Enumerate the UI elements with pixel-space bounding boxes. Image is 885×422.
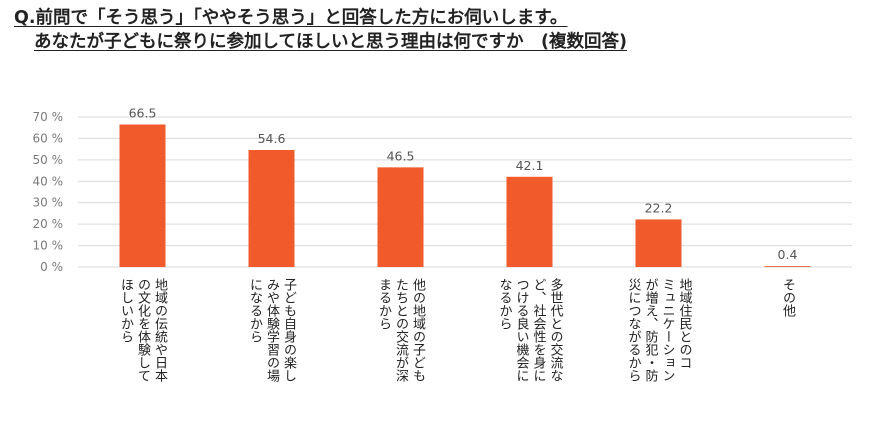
category-label: 他の地域の子ども xyxy=(410,278,426,382)
category-label: ミュニケーション xyxy=(660,278,675,382)
chart-title: Q.前問で「そう思う」「ややそう思う」と回答した方にお伺いします。 あなたが子ど… xyxy=(14,6,874,54)
y-tick-label: 0 % xyxy=(40,260,63,274)
y-tick-label: 70 % xyxy=(33,110,64,124)
y-axis-ticks: 70 % 60 % 50 % 40 % 30 % 20 % 10 % 0 % xyxy=(33,110,64,274)
title-line-1: Q.前問で「そう思う」「ややそう思う」と回答した方にお伺いします。 xyxy=(14,8,568,28)
bar xyxy=(764,266,811,267)
category-label: その他 xyxy=(780,278,796,318)
category-label: 地域住民とのコ xyxy=(677,278,693,369)
data-label: 0.4 xyxy=(778,247,798,262)
y-tick-label: 40 % xyxy=(33,174,64,188)
category-label: まるから xyxy=(376,278,391,330)
category-label: たちとの交流が深 xyxy=(393,278,409,382)
category-label: 地域の伝統や日本 xyxy=(152,278,168,382)
category-label: の文化を体験して xyxy=(135,278,151,382)
bar xyxy=(506,176,553,267)
bar xyxy=(377,167,424,267)
gridlines xyxy=(78,116,852,268)
bar xyxy=(119,124,166,267)
y-tick-label: 30 % xyxy=(33,196,64,210)
y-tick-label: 20 % xyxy=(33,217,64,231)
category-label: なるから xyxy=(497,278,512,330)
category-label: 子ども自身の楽し xyxy=(281,278,297,382)
category-label: ほしいから xyxy=(118,278,133,343)
category-label: 災につながるから xyxy=(626,278,642,382)
data-label: 54.6 xyxy=(258,131,286,146)
data-label: 66.5 xyxy=(129,106,157,121)
y-tick-label: 60 % xyxy=(33,131,64,145)
data-labels: 66.5 54.6 46.5 42.1 22.2 0.4 xyxy=(129,106,798,263)
data-label: 46.5 xyxy=(387,148,415,163)
category-label: ど、社会性を身に xyxy=(531,278,547,382)
data-label: 22.2 xyxy=(645,200,673,215)
category-label: つける良い機会に xyxy=(514,278,530,382)
bar xyxy=(248,150,295,267)
bars xyxy=(119,124,811,267)
title-line-2: あなたが子どもに祭りに参加してほしいと思う理由は何ですか (複数回答) xyxy=(34,32,627,52)
bar xyxy=(635,219,682,267)
category-label: 多世代との交流な xyxy=(548,277,564,382)
category-label: になるから xyxy=(247,278,262,343)
category-label: が増え、防犯・防 xyxy=(643,278,659,382)
category-label: みや体験学習の場 xyxy=(264,278,280,382)
data-label: 42.1 xyxy=(516,158,544,173)
y-tick-label: 50 % xyxy=(33,153,64,167)
y-tick-label: 10 % xyxy=(33,239,64,253)
